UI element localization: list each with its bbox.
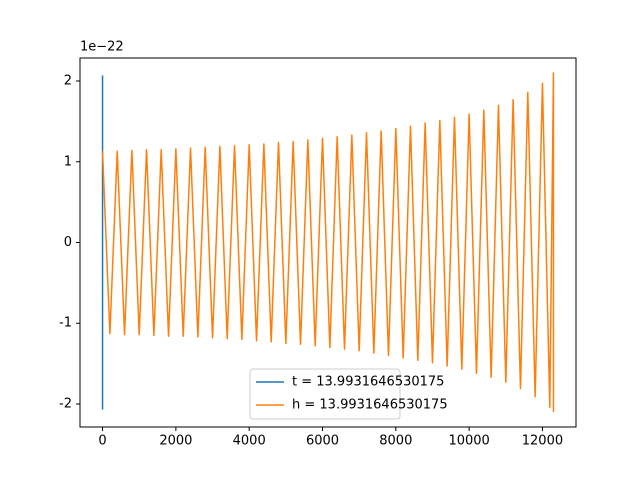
- y-offset-label: 1e−22: [80, 40, 124, 55]
- y-tick-label: 2: [64, 74, 72, 89]
- y-tick-label: 0: [64, 235, 72, 250]
- x-tick-label: 0: [98, 434, 106, 449]
- axes-frame: [79, 57, 577, 428]
- y-tick-label: -2: [59, 396, 72, 411]
- legend-label: h = 13.9931646530175: [292, 398, 448, 413]
- x-tick-label: 12000: [522, 434, 563, 449]
- x-tick-label: 8000: [379, 434, 412, 449]
- x-tick-label: 2000: [159, 434, 192, 449]
- legend-label: t = 13.9931646530175: [292, 375, 444, 390]
- x-tick-label: 6000: [306, 434, 339, 449]
- y-tick-label: -1: [59, 316, 72, 331]
- series-line: [101, 72, 555, 413]
- legend-box: [249, 368, 401, 420]
- y-tick-label: 1: [64, 154, 72, 169]
- x-tick-label: 10000: [448, 434, 489, 449]
- x-tick-label: 4000: [233, 434, 266, 449]
